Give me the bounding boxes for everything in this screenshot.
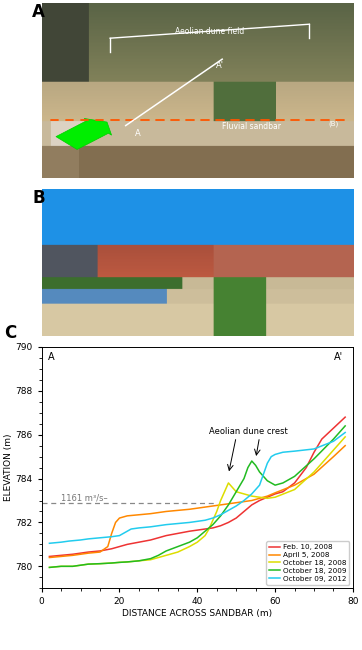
Y-axis label: ELEVATION (m): ELEVATION (m) <box>4 434 13 501</box>
Text: B: B <box>32 189 45 207</box>
Text: A: A <box>47 352 54 363</box>
Text: A: A <box>32 3 45 21</box>
Text: Aeolian dune field: Aeolian dune field <box>175 27 244 36</box>
Text: A': A' <box>216 61 224 70</box>
Text: (B): (B) <box>328 120 338 127</box>
Text: A: A <box>135 129 141 138</box>
Text: Fluvial sandbar: Fluvial sandbar <box>222 122 281 131</box>
Legend: Feb. 10, 2008, April 5, 2008, October 18, 2008, October 18, 2009, October 09, 20: Feb. 10, 2008, April 5, 2008, October 18… <box>266 541 349 584</box>
Text: C: C <box>4 324 17 342</box>
Text: A': A' <box>334 352 343 363</box>
Text: 1161 m³/s–: 1161 m³/s– <box>61 494 108 503</box>
X-axis label: DISTANCE ACROSS SANDBAR (m): DISTANCE ACROSS SANDBAR (m) <box>122 609 272 618</box>
Text: Aeolian dune crest: Aeolian dune crest <box>209 427 287 436</box>
FancyArrow shape <box>56 118 111 150</box>
